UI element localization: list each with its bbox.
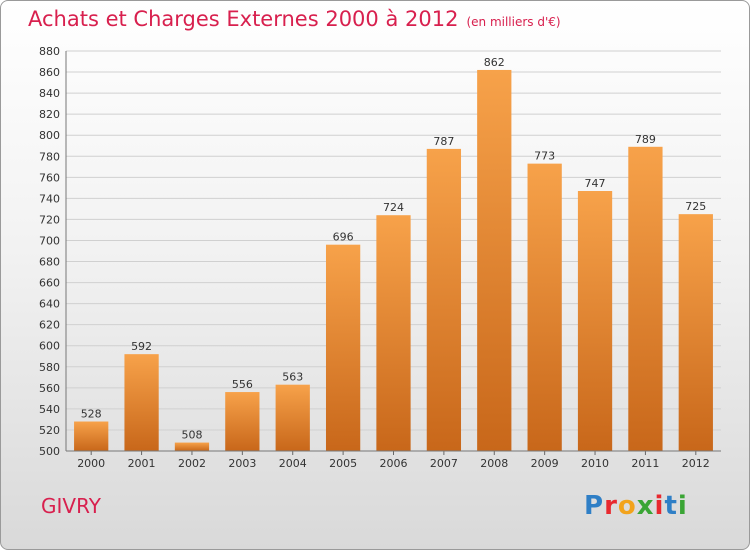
x-tick-label: 2003: [228, 457, 256, 470]
data-label: 563: [282, 371, 303, 384]
data-label: 725: [685, 200, 706, 213]
bar: [325, 244, 361, 451]
logo-letter: i: [654, 491, 665, 521]
y-tick-label: 800: [39, 129, 60, 142]
data-label: 747: [585, 177, 606, 190]
data-label: 773: [534, 150, 555, 163]
x-tick-label: 2001: [128, 457, 156, 470]
bar: [225, 392, 260, 451]
y-tick-label: 600: [39, 340, 60, 353]
data-label: 862: [484, 56, 505, 69]
x-tick-label: 2005: [329, 457, 357, 470]
x-tick-label: 2002: [178, 457, 206, 470]
data-label: 528: [81, 408, 102, 421]
x-axis-ticks: 2000 2001 2002 2003 2004 2005 2006 2007 2008 2009…: [77, 451, 710, 470]
logo-letter: r: [604, 491, 618, 521]
chart-title: Achats et Charges Externes 2000 à 2012 (e…: [28, 7, 561, 31]
y-tick-label: 540: [39, 403, 60, 416]
bars: 528 592 508 556 563 696 724 787 862 773 747 789 725: [74, 56, 713, 452]
y-tick-label: 660: [39, 277, 60, 290]
x-tick-label: 2000: [77, 457, 105, 470]
bar: [376, 215, 411, 451]
y-tick-label: 860: [39, 66, 60, 79]
data-label: 787: [433, 135, 454, 148]
x-tick-label: 2012: [682, 457, 710, 470]
chart-subtitle: (en milliers d'€): [466, 15, 561, 29]
bar: [426, 148, 462, 452]
bar: [678, 214, 713, 451]
data-label: 724: [383, 201, 404, 214]
y-tick-label: 560: [39, 382, 60, 395]
x-tick-label: 2009: [531, 457, 559, 470]
x-tick-label: 2008: [480, 457, 508, 470]
y-tick-label: 520: [39, 424, 60, 437]
bar: [124, 354, 159, 451]
bar: [74, 421, 109, 451]
x-tick-label: 2011: [631, 457, 659, 470]
commune-name: GIVRY: [41, 494, 101, 518]
logo-letter: i: [677, 491, 688, 521]
bar: [577, 191, 613, 451]
bar: [628, 146, 663, 451]
y-tick-label: 740: [39, 192, 60, 205]
y-axis-ticks: 500 520 540 560 580 600 620 640 660 680 700 720 740 7…: [39, 45, 60, 458]
bar: [477, 69, 512, 452]
bar: [527, 163, 562, 451]
x-tick-label: 2004: [279, 457, 307, 470]
y-tick-label: 620: [39, 319, 60, 332]
bar: [174, 442, 210, 451]
logo-letter: x: [636, 491, 655, 521]
y-tick-label: 680: [39, 256, 60, 269]
y-tick-label: 700: [39, 234, 60, 247]
x-tick-label: 2010: [581, 457, 609, 470]
logo-letter: P: [584, 491, 605, 521]
data-label: 508: [181, 429, 202, 442]
bar: [275, 384, 310, 451]
logo-letter: t: [664, 491, 678, 521]
logo-letter: o: [617, 491, 637, 521]
data-label: 789: [635, 133, 656, 146]
data-label: 696: [333, 231, 354, 244]
y-tick-label: 720: [39, 213, 60, 226]
proxiti-logo: Proxiti: [584, 491, 688, 521]
x-tick-label: 2007: [430, 457, 458, 470]
y-tick-label: 580: [39, 361, 60, 374]
y-tick-label: 840: [39, 87, 60, 100]
y-tick-label: 820: [39, 108, 60, 121]
y-tick-label: 500: [39, 445, 60, 458]
axes: [65, 51, 721, 452]
title-text: Achats et Charges Externes 2000 à 2012: [28, 7, 459, 31]
y-tick-label: 640: [39, 298, 60, 311]
y-tick-label: 880: [39, 45, 60, 58]
data-label: 556: [232, 378, 253, 391]
y-tick-label: 760: [39, 171, 60, 184]
y-tick-label: 780: [39, 150, 60, 163]
x-tick-label: 2006: [380, 457, 408, 470]
data-label: 592: [131, 340, 152, 353]
